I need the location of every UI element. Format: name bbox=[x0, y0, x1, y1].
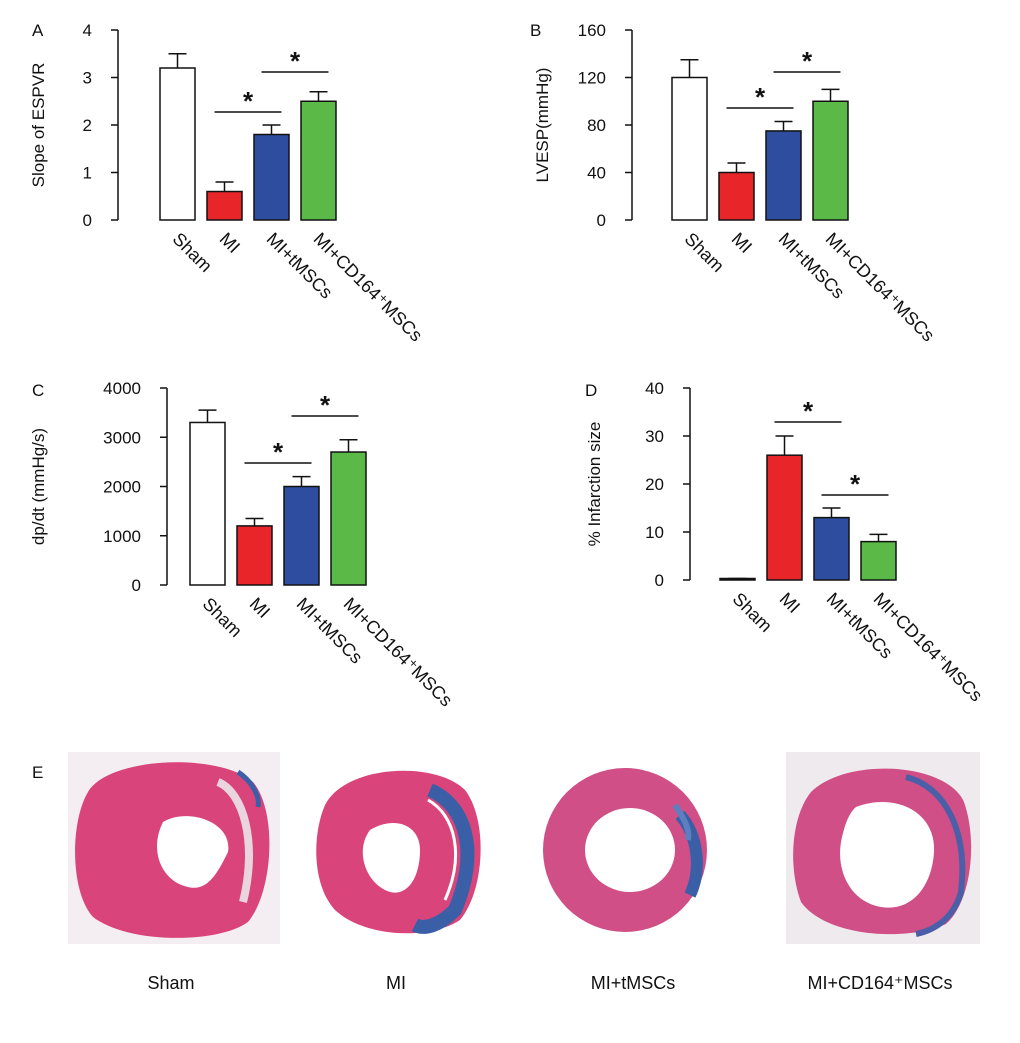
panel-c-y-tick-label: 0 bbox=[132, 576, 141, 595]
histology-sham-image bbox=[68, 752, 280, 944]
histology-caption-mi-cd164: MI+CD164⁺MSCs bbox=[807, 973, 953, 993]
panel-c-bar bbox=[283, 485, 320, 586]
panel-b-category-label: MI bbox=[728, 229, 756, 257]
panel-c-y-tick-label: 4000 bbox=[103, 379, 141, 398]
panel-d-category-label: Sham bbox=[729, 589, 776, 636]
histology-mi-image bbox=[316, 770, 481, 934]
panel-c-significance-star: * bbox=[320, 390, 331, 420]
panel-d-y-tick-label: 10 bbox=[645, 523, 664, 542]
panel-a-y-label: Slope of ESPVR bbox=[29, 63, 48, 188]
panel-a-bar bbox=[159, 67, 196, 221]
panel-a-bar bbox=[253, 133, 290, 221]
panel-b-significance-star: * bbox=[755, 82, 766, 112]
histology-mi-cd164-image bbox=[786, 752, 980, 944]
panel-c-y-label: dp/dt (mmHg/s) bbox=[29, 428, 48, 545]
panel-a-y-tick-label: 2 bbox=[83, 116, 92, 135]
panel-b-y-label: LVESP(mmHg) bbox=[533, 68, 552, 183]
panel-d-y-tick-label: 40 bbox=[645, 379, 664, 398]
panel-d-letter: D bbox=[585, 381, 597, 400]
panel-d-y-tick-label: 0 bbox=[655, 571, 664, 590]
panel-b-significance-star: * bbox=[802, 46, 813, 76]
panel-c-bar bbox=[330, 451, 367, 586]
panel-d-bar bbox=[860, 540, 897, 581]
panel-e-letter: E bbox=[32, 763, 44, 782]
histology-caption-mi: MI bbox=[386, 973, 406, 993]
panel-a-bar bbox=[206, 190, 243, 221]
panel-d-significance-star: * bbox=[850, 469, 861, 499]
panel-b-y-tick-label: 40 bbox=[587, 164, 606, 183]
panel-c-y-tick-label: 1000 bbox=[103, 527, 141, 546]
panel-b-bar bbox=[671, 76, 708, 221]
panel-d-bar bbox=[813, 516, 850, 581]
panel-c-bar bbox=[236, 525, 273, 586]
panel-a-letter: A bbox=[32, 21, 44, 40]
panel-d-bar bbox=[766, 454, 803, 581]
panel-a-y-tick-label: 1 bbox=[83, 164, 92, 183]
panel-c-y-tick-label: 2000 bbox=[103, 478, 141, 497]
histology-mi-tmscs-image bbox=[543, 768, 707, 932]
panel-d-y-tick-label: 30 bbox=[645, 427, 664, 446]
panel-c-y-tick-label: 3000 bbox=[103, 428, 141, 447]
panel-b-y-tick-label: 120 bbox=[578, 69, 606, 88]
panel-d-y-tick-label: 20 bbox=[645, 475, 664, 494]
panel-d-significance-star: * bbox=[803, 396, 814, 426]
panel-a-category-label: Sham bbox=[169, 229, 216, 276]
panel-b-y-tick-label: 0 bbox=[597, 211, 606, 230]
panel-b-bar bbox=[718, 171, 755, 221]
panel-b-bar bbox=[812, 100, 849, 221]
panel-b-y-tick-label: 80 bbox=[587, 116, 606, 135]
panel-b-bar bbox=[765, 130, 802, 221]
panel-a-significance-star: * bbox=[243, 86, 254, 116]
panel-c-bar bbox=[189, 421, 226, 586]
panel-b-letter: B bbox=[530, 21, 541, 40]
panel-a-y-tick-label: 4 bbox=[83, 21, 92, 40]
panel-a-bar bbox=[300, 100, 337, 221]
panel-d-y-label: % Infarction size bbox=[585, 422, 604, 547]
panel-b-y-tick-label: 160 bbox=[578, 21, 606, 40]
panel-a-y-tick-label: 0 bbox=[83, 211, 92, 230]
panel-c-letter: C bbox=[32, 381, 44, 400]
panel-a-significance-star: * bbox=[290, 46, 301, 76]
histology-caption-mi-tmscs: MI+tMSCs bbox=[590, 973, 676, 993]
panel-c-category-label: Sham bbox=[199, 594, 246, 641]
panel-d-category-label: MI bbox=[776, 589, 804, 617]
panel-b-category-label: Sham bbox=[681, 229, 728, 276]
panel-a-category-label: MI bbox=[216, 229, 244, 257]
panel-a-y-tick-label: 3 bbox=[83, 69, 92, 88]
histology-caption-sham: Sham bbox=[147, 973, 195, 993]
panel-c-significance-star: * bbox=[273, 437, 284, 467]
panel-c-category-label: MI bbox=[246, 594, 274, 622]
